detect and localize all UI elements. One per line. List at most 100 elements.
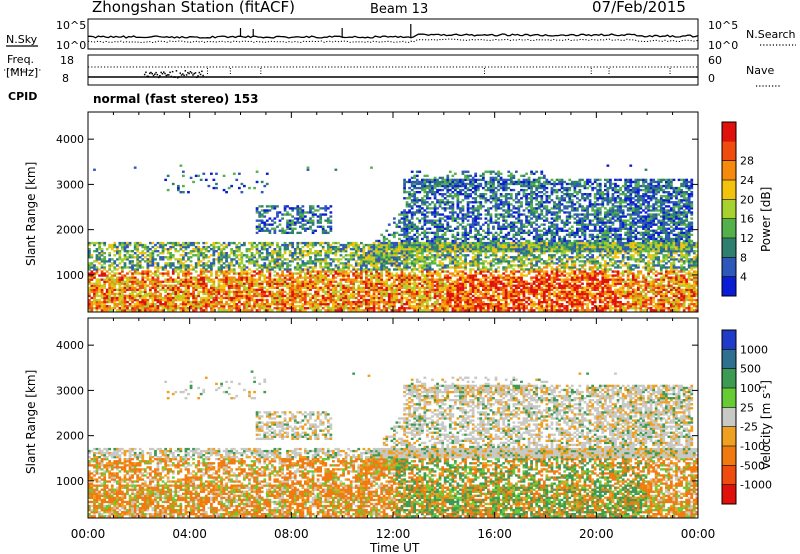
echo-cell [180, 283, 183, 285]
echo-cell [436, 270, 439, 272]
echo-cell [378, 254, 381, 256]
echo-cell [452, 185, 455, 187]
echo-cell [190, 281, 193, 283]
echo-cell [157, 301, 160, 303]
echo-cell [202, 299, 205, 301]
echo-cell [393, 234, 396, 236]
echo-cell [126, 289, 129, 291]
echo-cell [413, 293, 416, 295]
echo-cell [164, 295, 167, 297]
echo-cell [449, 179, 452, 181]
echo-cell [263, 287, 266, 289]
echo-cell [477, 185, 480, 187]
echo-cell [113, 283, 116, 285]
echo-cell [251, 254, 254, 256]
echo-cell [238, 279, 241, 281]
echo-cell [413, 301, 416, 303]
echo-cell [388, 256, 391, 258]
echo-cell [408, 281, 411, 283]
echo-cell [256, 226, 259, 228]
echo-cell [307, 242, 310, 244]
echo-cell [279, 256, 282, 258]
echo-cell [479, 246, 482, 248]
echo-cell [116, 277, 119, 279]
echo-cell [314, 281, 317, 283]
echo-cell [378, 309, 381, 311]
echo-cell [154, 289, 157, 291]
echo-cell [210, 254, 213, 256]
echo-cell [289, 277, 292, 279]
echo-cell [411, 293, 414, 295]
echo-cell [401, 234, 404, 236]
echo-cell [474, 236, 477, 238]
echo-cell [457, 279, 460, 281]
echo-cell [261, 222, 264, 224]
echo-cell [182, 291, 185, 293]
echo-cell [296, 305, 299, 307]
echo-cell [452, 240, 455, 242]
echo-cell [319, 217, 322, 219]
echo-cell [477, 189, 480, 191]
echo-cell [289, 297, 292, 299]
echo-cell [363, 291, 366, 293]
echo-cell [152, 309, 155, 311]
echo-cell [391, 301, 394, 303]
echo-cell [350, 287, 353, 289]
echo-cell [294, 207, 297, 209]
echo-cell [332, 307, 335, 309]
echo-cell [103, 279, 106, 281]
echo-cell [284, 205, 287, 207]
echo-cell [261, 293, 264, 295]
echo-cell [319, 277, 322, 279]
echo-cell [269, 260, 272, 262]
echo-cell [474, 246, 477, 248]
echo-cell [452, 242, 455, 244]
echo-cell [383, 293, 386, 295]
echo-cell [284, 268, 287, 270]
echo-cell [279, 262, 282, 264]
echo-cell [485, 291, 488, 293]
echo-cell [431, 305, 434, 307]
echo-cell [464, 238, 467, 240]
echo-cell [421, 203, 424, 205]
echo-cell [154, 279, 157, 281]
echo-cell [467, 171, 470, 173]
echo-cell [195, 305, 198, 307]
echo-cell [388, 252, 391, 254]
echo-cell [302, 260, 305, 262]
echo-cell [365, 307, 368, 309]
echo-cell [185, 291, 188, 293]
echo-cell [398, 238, 401, 240]
echo-cell [441, 295, 444, 297]
echo-cell [406, 217, 409, 219]
echo-cell [418, 228, 421, 230]
echo-cell [380, 293, 383, 295]
echo-cell [269, 262, 272, 264]
echo-cell [116, 281, 119, 283]
echo-cell [152, 307, 155, 309]
echo-cell [352, 242, 355, 244]
echo-cell [462, 185, 465, 187]
echo-cell [418, 299, 421, 301]
echo-cell [248, 262, 251, 264]
echo-cell [385, 238, 388, 240]
echo-cell [472, 207, 475, 209]
echo-cell [406, 181, 409, 183]
echo-cell [479, 279, 482, 281]
echo-cell [243, 297, 246, 299]
echo-cell [457, 193, 460, 195]
echo-cell [299, 274, 302, 276]
echo-cell [208, 270, 211, 272]
echo-cell [383, 240, 386, 242]
echo-cell [452, 246, 455, 248]
echo-cell [462, 171, 465, 173]
echo-cell [385, 244, 388, 246]
echo-cell [474, 209, 477, 211]
echo-cell [294, 287, 297, 289]
echo-cell [294, 289, 297, 291]
echo-cell [139, 291, 142, 293]
echo-cell [230, 242, 233, 244]
echo-cell [452, 262, 455, 264]
echo-cell [185, 289, 188, 291]
echo-cell [485, 297, 488, 299]
